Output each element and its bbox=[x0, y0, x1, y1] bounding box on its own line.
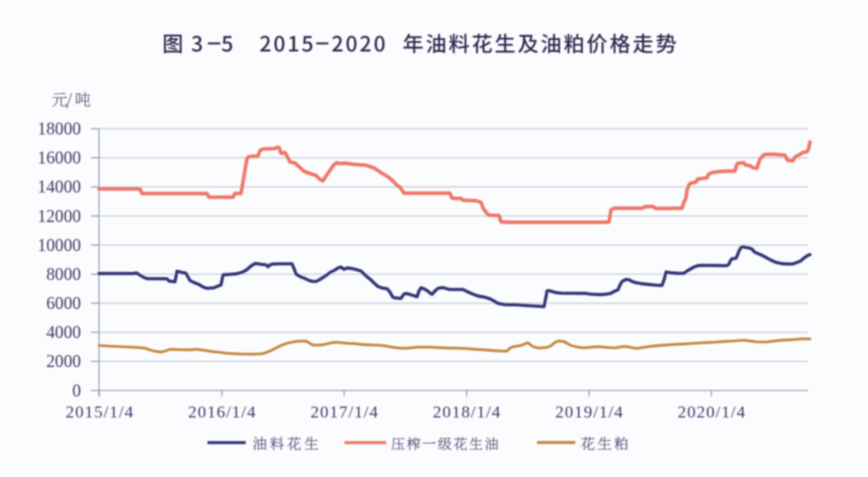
svg-text:18000: 18000 bbox=[38, 119, 82, 139]
svg-text:10000: 10000 bbox=[38, 235, 82, 255]
svg-text:6000: 6000 bbox=[46, 293, 81, 313]
svg-text:2018/1/4: 2018/1/4 bbox=[433, 403, 501, 422]
svg-text:4000: 4000 bbox=[46, 322, 81, 342]
svg-text:2015/1/4: 2015/1/4 bbox=[66, 403, 134, 422]
svg-text:14000: 14000 bbox=[38, 177, 82, 197]
svg-text:8000: 8000 bbox=[46, 264, 81, 284]
svg-text:2019/1/4: 2019/1/4 bbox=[555, 403, 623, 422]
svg-text:2016/1/4: 2016/1/4 bbox=[188, 403, 256, 422]
svg-text:0: 0 bbox=[72, 380, 81, 400]
svg-text:2000: 2000 bbox=[46, 351, 81, 371]
svg-text:2017/1/4: 2017/1/4 bbox=[310, 403, 378, 422]
svg-text:2020/1/4: 2020/1/4 bbox=[678, 403, 746, 422]
svg-text:16000: 16000 bbox=[38, 148, 82, 168]
svg-text:12000: 12000 bbox=[38, 206, 82, 226]
